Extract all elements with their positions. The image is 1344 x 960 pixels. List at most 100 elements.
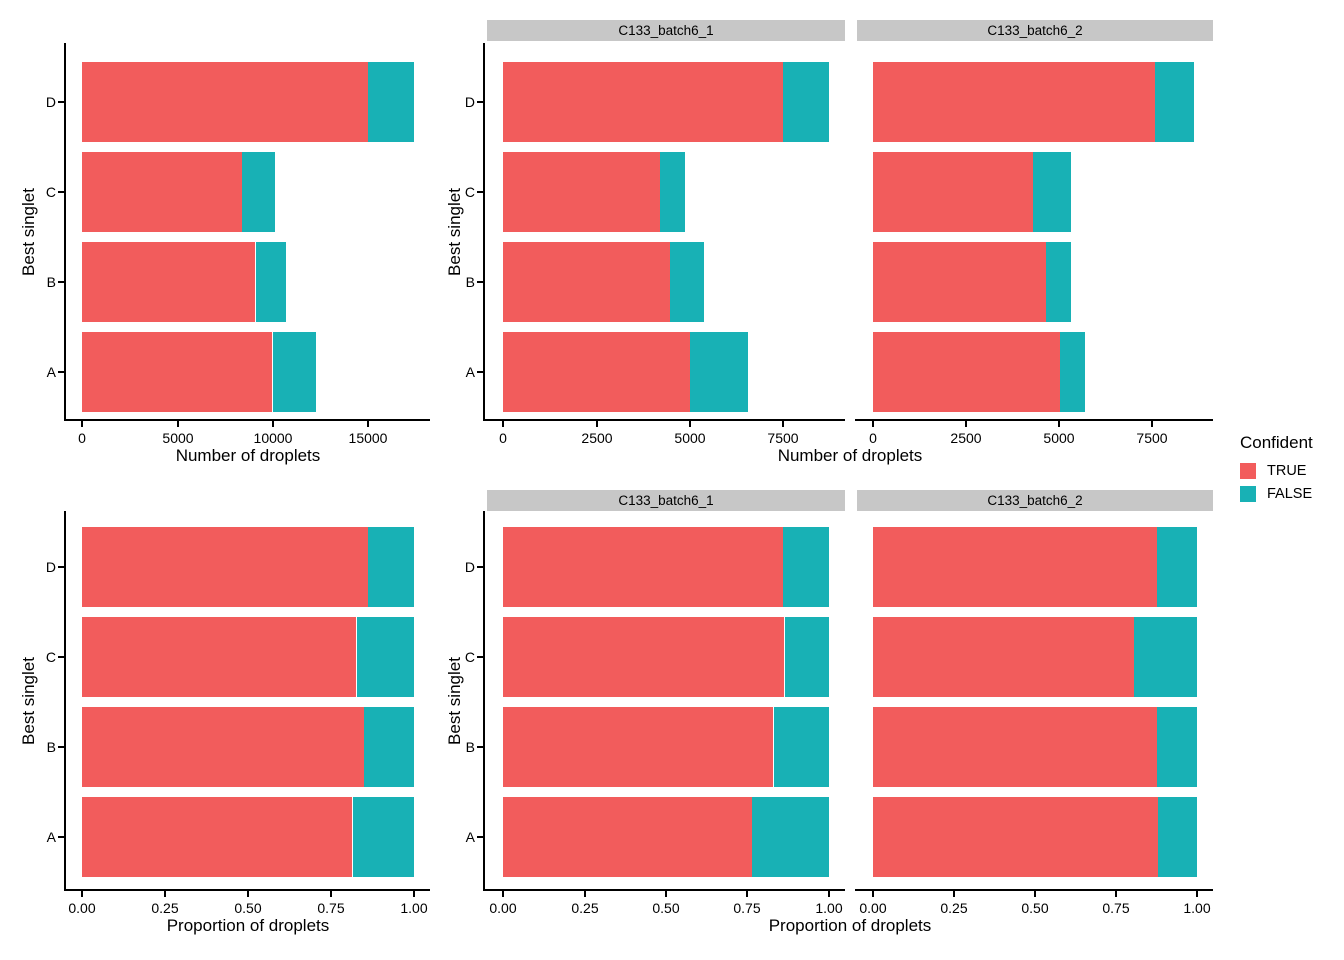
- x-axis-line: [483, 889, 845, 891]
- x-tick-mark: [502, 891, 504, 897]
- y-tick-mark: [58, 281, 64, 283]
- y-axis-title: Best singlet: [445, 657, 464, 745]
- x-tick-mark: [81, 421, 83, 427]
- x-tick-mark: [1196, 891, 1198, 897]
- bar-segment-true: [873, 617, 1134, 697]
- x-axis-title: Number of droplets: [175, 446, 321, 465]
- x-axis-title: Proportion of droplets: [768, 916, 932, 935]
- x-tick-label: 0: [869, 430, 877, 446]
- y-tick-label: B: [46, 274, 56, 290]
- bar-segment-true: [82, 797, 352, 877]
- x-tick-mark: [596, 421, 598, 427]
- facet-strip: C133_batch6_1: [487, 20, 845, 41]
- legend-swatch-false-icon: [1240, 486, 1256, 502]
- x-axis-title: Proportion of droplets: [166, 916, 330, 935]
- y-tick-label: C: [464, 649, 475, 665]
- x-tick-label: 0: [78, 430, 86, 446]
- x-tick-label: 0.00: [68, 900, 96, 916]
- bar-segment-true: [873, 527, 1157, 607]
- bar-segment-false: [256, 242, 286, 322]
- bar-segment-true: [503, 332, 690, 412]
- facet-strip: C133_batch6_2: [857, 20, 1213, 41]
- x-tick-mark: [413, 891, 415, 897]
- x-tick-mark: [953, 891, 955, 897]
- x-tick-label: 5000: [674, 430, 706, 446]
- bar-segment-false: [785, 617, 829, 697]
- y-tick-label: D: [464, 559, 475, 575]
- bar-segment-true: [82, 617, 356, 697]
- bar-segment-false: [368, 527, 414, 607]
- y-tick-label: B: [46, 739, 56, 755]
- legend-item-false: FALSE: [1240, 486, 1313, 502]
- bar-segment-true: [873, 62, 1155, 142]
- bar-segment-false: [353, 797, 414, 877]
- x-tick-label: 0.00: [859, 900, 887, 916]
- x-tick-mark: [689, 421, 691, 427]
- bar-segment-true: [503, 527, 783, 607]
- x-tick-mark: [272, 421, 274, 427]
- y-tick-mark: [58, 656, 64, 658]
- x-tick-mark: [965, 421, 967, 427]
- bar-segment-false: [783, 62, 829, 142]
- x-tick-label: 0.75: [317, 900, 345, 916]
- x-tick-mark: [81, 891, 83, 897]
- bar-segment-true: [873, 797, 1158, 877]
- bar-segment-false: [273, 332, 316, 412]
- y-tick-label: A: [46, 829, 56, 845]
- y-tick-mark: [58, 566, 64, 568]
- x-tick-mark: [177, 421, 179, 427]
- bar-segment-false: [1158, 797, 1197, 877]
- y-axis-line: [64, 43, 66, 421]
- bar-segment-true: [82, 152, 242, 232]
- facet-strip: C133_batch6_1: [487, 490, 845, 511]
- bar-segment-false: [1155, 62, 1194, 142]
- y-tick-mark: [477, 566, 483, 568]
- bar-segment-false: [364, 707, 414, 787]
- legend-item-true: TRUE: [1240, 463, 1313, 479]
- x-axis-line: [64, 889, 430, 891]
- x-tick-label: 0.75: [1102, 900, 1130, 916]
- x-tick-label: 2500: [950, 430, 982, 446]
- bar-segment-false: [1060, 332, 1085, 412]
- x-tick-mark: [746, 891, 748, 897]
- y-tick-label: D: [45, 559, 56, 575]
- y-tick-label: C: [45, 649, 56, 665]
- y-tick-mark: [477, 191, 483, 193]
- bar-segment-false: [783, 527, 829, 607]
- bar-segment-false: [357, 617, 414, 697]
- bar-segment-true: [82, 62, 368, 142]
- y-tick-label: B: [465, 739, 475, 755]
- x-tick-label: 2500: [581, 430, 613, 446]
- x-axis-line: [855, 419, 1213, 421]
- x-tick-label: 7500: [767, 430, 799, 446]
- x-tick-label: 0: [499, 430, 507, 446]
- bar-segment-true: [82, 527, 368, 607]
- bar-segment-false: [242, 152, 275, 232]
- y-axis-title: Best singlet: [19, 188, 38, 276]
- x-tick-label: 0.25: [940, 900, 968, 916]
- bar-segment-false: [690, 332, 748, 412]
- bar-segment-false: [1157, 527, 1197, 607]
- bar-segment-false: [1033, 152, 1071, 232]
- x-tick-mark: [247, 891, 249, 897]
- x-axis-line: [855, 889, 1213, 891]
- x-tick-label: 1.00: [1183, 900, 1211, 916]
- legend-label-true: TRUE: [1267, 463, 1307, 479]
- x-tick-mark: [330, 891, 332, 897]
- x-tick-label: 5000: [1043, 430, 1075, 446]
- y-tick-mark: [477, 836, 483, 838]
- x-tick-mark: [1058, 421, 1060, 427]
- bar-segment-false: [368, 62, 414, 142]
- bar-segment-false: [1046, 242, 1071, 322]
- x-tick-label: 0.00: [489, 900, 517, 916]
- x-tick-mark: [872, 421, 874, 427]
- bar-segment-false: [774, 707, 829, 787]
- x-tick-mark: [1151, 421, 1153, 427]
- y-tick-label: A: [465, 829, 475, 845]
- x-tick-label: 1.00: [815, 900, 843, 916]
- legend-title: Confident: [1240, 433, 1313, 452]
- x-tick-label: 5000: [162, 430, 194, 446]
- x-axis-title: Number of droplets: [777, 446, 923, 465]
